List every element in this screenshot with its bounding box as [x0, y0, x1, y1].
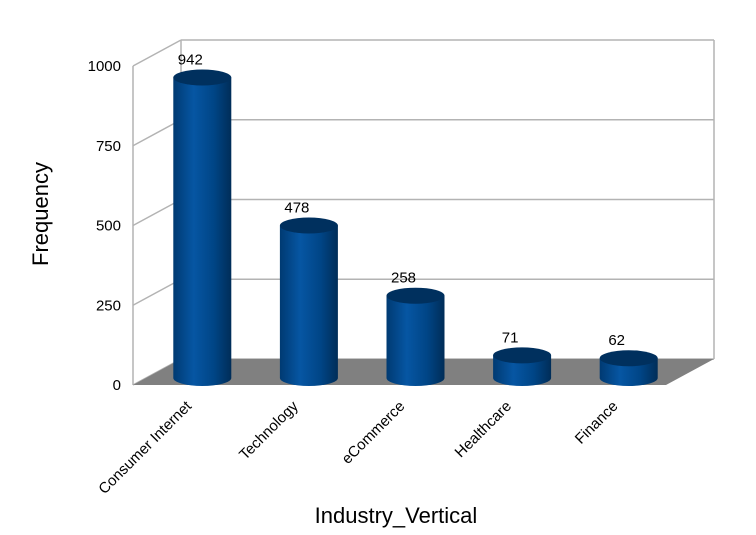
y-tick-label: 500 — [96, 218, 121, 235]
data-label: 258 — [391, 270, 416, 287]
x-tick-label: Consumer Internet — [95, 397, 195, 497]
data-label: 942 — [178, 52, 203, 69]
y-axis-title: Frequency — [28, 162, 53, 266]
side-gridline — [132, 198, 182, 227]
bar-4 — [493, 355, 552, 386]
bar-top-5 — [599, 350, 658, 367]
data-labels: 942 478 258 71 62 — [178, 52, 625, 350]
x-axis-title: Industry_Vertical — [315, 503, 478, 528]
data-label: 62 — [608, 332, 625, 349]
x-tick-label: Finance — [572, 398, 622, 448]
bar-top-4 — [493, 347, 552, 364]
data-label: 478 — [284, 200, 309, 217]
x-axis-ticks: Consumer Internet Technology eCommerce Heal… — [95, 397, 621, 497]
y-axis-ticks: 0 250 500 750 1000 — [88, 58, 121, 394]
bar-1 — [173, 77, 232, 386]
y-tick-label: 250 — [96, 297, 121, 314]
x-tick-label: eCommerce — [339, 398, 409, 468]
bar-top-2 — [279, 217, 338, 234]
y-tick-label: 0 — [113, 377, 121, 394]
side-gridline — [132, 278, 182, 306]
bar-top-1 — [173, 69, 232, 86]
y-tick-label: 750 — [96, 138, 121, 155]
bar-top-3 — [386, 287, 445, 304]
x-tick-label: Healthcare — [452, 398, 515, 461]
y-tick-label: 1000 — [88, 58, 121, 75]
bars — [173, 69, 658, 386]
data-label: 71 — [502, 329, 519, 346]
bar-3 — [386, 295, 445, 386]
bar-5 — [599, 358, 658, 386]
bar-2 — [279, 225, 338, 386]
side-gridline — [132, 119, 182, 147]
side-gridline — [132, 39, 182, 67]
x-tick-label: Technology — [236, 397, 302, 463]
